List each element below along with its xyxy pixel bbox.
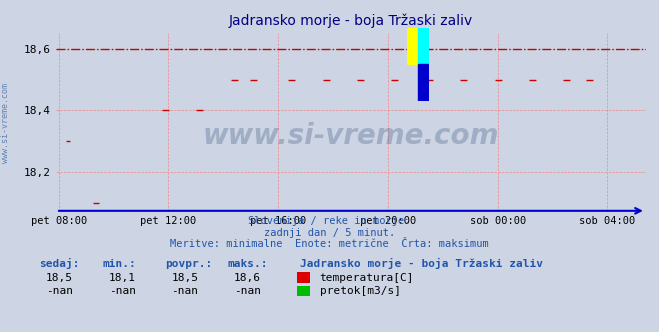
Text: www.si-vreme.com: www.si-vreme.com [1, 83, 10, 163]
Text: pretok[m3/s]: pretok[m3/s] [320, 286, 401, 296]
Text: -nan: -nan [171, 286, 198, 296]
Bar [407, 28, 418, 64]
Bar [418, 28, 429, 64]
Text: 18,1: 18,1 [109, 273, 136, 283]
Text: Meritve: minimalne  Enote: metrične  Črta: maksimum: Meritve: minimalne Enote: metrične Črta:… [170, 239, 489, 249]
Text: 18,6: 18,6 [234, 273, 261, 283]
Text: min.:: min.: [102, 259, 136, 269]
Text: maks.:: maks.: [227, 259, 268, 269]
Text: -nan: -nan [109, 286, 136, 296]
Bar [418, 64, 429, 101]
Title: Jadransko morje - boja Tržaski zaliv: Jadransko morje - boja Tržaski zaliv [229, 13, 473, 28]
Text: sedaj:: sedaj: [40, 258, 80, 269]
Text: Slovenija / reke in morje.: Slovenija / reke in morje. [248, 216, 411, 226]
Text: zadnji dan / 5 minut.: zadnji dan / 5 minut. [264, 228, 395, 238]
Text: -nan: -nan [234, 286, 261, 296]
Text: www.si-vreme.com: www.si-vreme.com [203, 122, 499, 150]
Text: 18,5: 18,5 [46, 273, 73, 283]
Text: temperatura[C]: temperatura[C] [320, 273, 414, 283]
Text: -nan: -nan [46, 286, 73, 296]
Text: 18,5: 18,5 [171, 273, 198, 283]
Text: Jadransko morje - boja Tržaski zaliv: Jadransko morje - boja Tržaski zaliv [300, 258, 543, 269]
Text: povpr.:: povpr.: [165, 259, 212, 269]
